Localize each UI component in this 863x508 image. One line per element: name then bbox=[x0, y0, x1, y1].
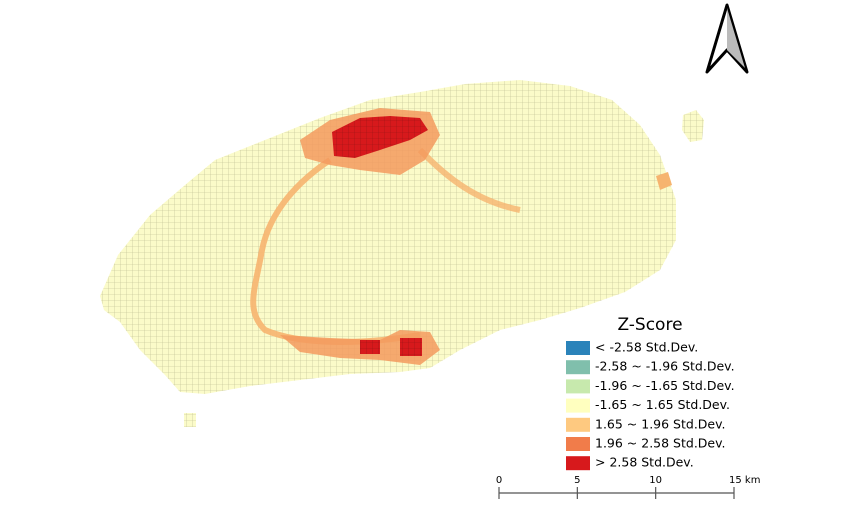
legend-swatch bbox=[566, 341, 590, 355]
north-core bbox=[332, 116, 428, 158]
south-core bbox=[400, 338, 422, 356]
legend-label: -1.96 ~ -1.65 Std.Dev. bbox=[595, 378, 735, 393]
islet bbox=[682, 110, 704, 142]
legend-swatch bbox=[566, 417, 590, 432]
legend-swatch bbox=[566, 456, 590, 471]
legend-label: -2.58 ~ -1.96 Std.Dev. bbox=[595, 359, 735, 374]
legend-swatch bbox=[566, 437, 590, 451]
island-grid bbox=[100, 80, 676, 394]
scale-label: 5 bbox=[574, 475, 580, 486]
north-arrow-half bbox=[727, 8, 745, 68]
legend-swatch bbox=[566, 379, 590, 394]
north-arrow bbox=[705, 3, 749, 74]
legend-label: 1.65 ~ 1.96 Std.Dev. bbox=[595, 416, 726, 431]
road-hotspot bbox=[417, 147, 521, 213]
island bbox=[100, 80, 704, 427]
scale-label: 10 bbox=[649, 475, 662, 486]
legend: < -2.58 Std.Dev. -2.58 ~ -1.96 Std.Dev. -1… bbox=[566, 340, 735, 471]
legend-label: < -2.58 Std.Dev. bbox=[595, 340, 698, 355]
legend-label: -1.65 ~ 1.65 Std.Dev. bbox=[595, 397, 730, 412]
legend-title: Z-Score bbox=[617, 315, 682, 335]
scale-bar: 0 5 10 15 km bbox=[496, 475, 760, 499]
legend-label: > 2.58 Std.Dev. bbox=[595, 455, 694, 470]
south-core bbox=[360, 340, 380, 354]
legend-label: 1.96 ~ 2.58 Std.Dev. bbox=[595, 436, 726, 451]
legend-swatch bbox=[566, 398, 590, 413]
scale-label: 0 bbox=[496, 475, 502, 486]
scale-label: 15 km bbox=[729, 475, 760, 486]
islet bbox=[184, 413, 196, 427]
east-hotspot bbox=[656, 172, 672, 190]
legend-swatch bbox=[566, 360, 590, 375]
